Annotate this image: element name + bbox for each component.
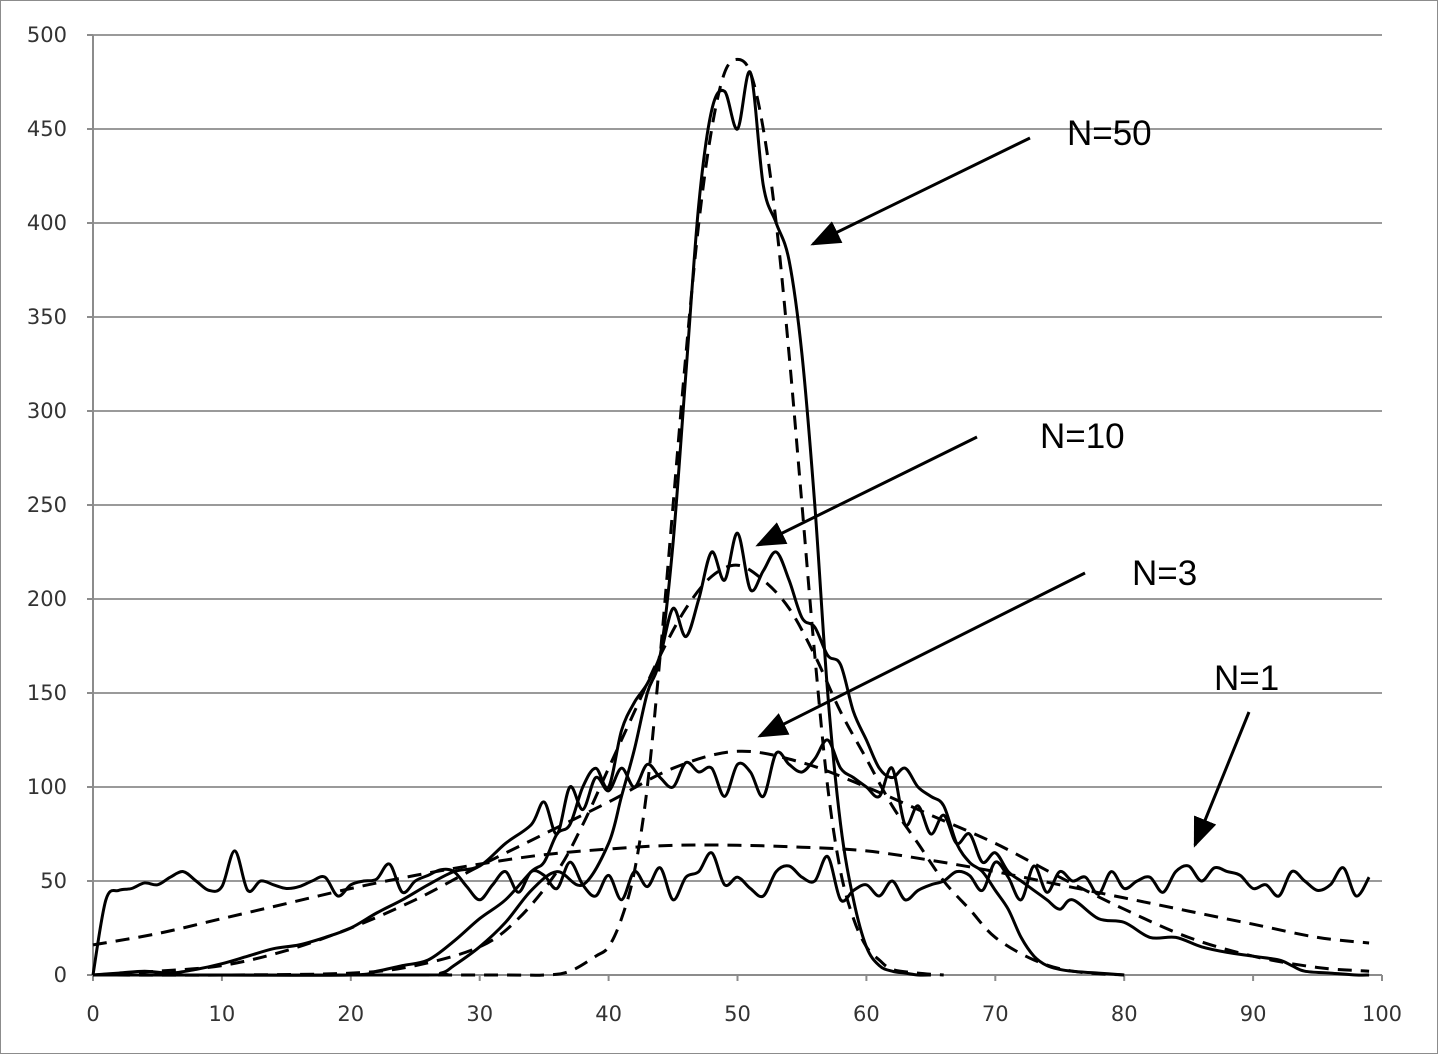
series-7-dashed-line (92, 57, 944, 977)
x-tick-label: 0 (86, 1002, 99, 1026)
y-axis-tick-labels: 0 50 100 150 200 250 300 350 400 450 500 (27, 23, 93, 987)
axes (87, 35, 1382, 981)
series-1-dashed-line (92, 843, 1370, 947)
y-tick-label: 400 (27, 211, 67, 235)
y-tick-label: 300 (27, 399, 67, 423)
annotation-label-n-50: N=50 (1067, 114, 1152, 153)
series-lines (91, 57, 1371, 977)
annotation-arrow-n-3 (757, 571, 1086, 738)
series-6-solid-line (92, 70, 931, 977)
annotation-arrow-n-50 (810, 136, 1031, 246)
series-4-solid-line (92, 531, 1125, 977)
x-tick-label: 10 (209, 1002, 236, 1026)
x-tick-label: 40 (595, 1002, 622, 1026)
series-5-dashed-line (92, 563, 1125, 977)
annotation-label-n-1: N=1 (1214, 659, 1279, 698)
annotation-label-n-3: N=3 (1132, 554, 1197, 593)
y-tick-label: 350 (27, 305, 67, 329)
series-3-dashed-line (92, 749, 1370, 977)
grid-lines (93, 34, 1382, 882)
x-tick-label: 90 (1240, 1002, 1267, 1026)
y-tick-label: 150 (27, 681, 67, 705)
annotation-arrow-n-1 (1193, 711, 1251, 848)
x-tick-label: 70 (982, 1002, 1009, 1026)
y-tick-label: 0 (54, 963, 67, 987)
annotations: N=50 N=10 N=3 N=1 (755, 114, 1279, 848)
x-tick-label: 100 (1362, 1002, 1402, 1026)
series-0-solid-line (91, 849, 1371, 976)
annotation-label-n-10: N=10 (1040, 417, 1125, 456)
y-tick-label: 50 (40, 869, 67, 893)
x-tick-label: 20 (337, 1002, 364, 1026)
x-tick-label: 80 (1111, 1002, 1138, 1026)
y-tick-label: 200 (27, 587, 67, 611)
y-tick-label: 500 (27, 23, 67, 47)
annotation-arrow-n-10 (755, 435, 978, 547)
x-tick-label: 50 (724, 1002, 751, 1026)
y-tick-label: 100 (27, 775, 67, 799)
y-tick-label: 250 (27, 493, 67, 517)
series-2-solid-line (92, 738, 1370, 977)
x-axis-tick-labels: 0 10 20 30 40 50 60 70 80 90 100 (86, 975, 1402, 1026)
y-tick-label: 450 (27, 117, 67, 141)
x-tick-label: 30 (466, 1002, 493, 1026)
x-tick-label: 60 (853, 1002, 880, 1026)
